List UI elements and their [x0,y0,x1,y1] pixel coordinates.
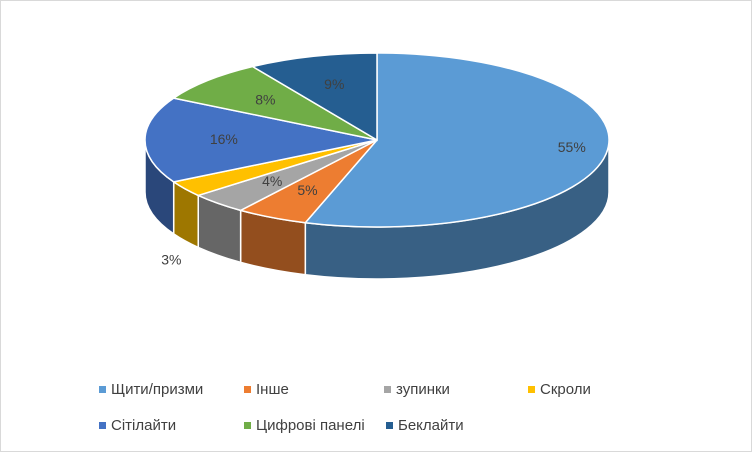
legend-swatch [386,422,393,429]
legend-swatch [384,386,391,393]
legend-item: Інше [244,381,289,398]
slice-7 [250,52,378,142]
legend: Щити/призми Інше зупинки Скроли Сітілайти Циф… [99,381,591,434]
legend-swatch [244,422,251,429]
slice-1 [303,52,610,228]
legend-swatch [244,386,251,393]
data-label: 8% [255,92,275,108]
legend-item: Цифрові панелі [244,417,365,434]
legend-swatch [528,386,535,393]
legend-label: зупинки [396,381,450,398]
legend-item: Скроли [528,381,591,398]
legend-item: Сітілайти [99,417,176,434]
legend-item: зупинки [384,381,450,398]
data-labels: 55% 5% 4% 3% 16% 8% 9% [161,76,586,268]
slice-6 [171,65,378,141]
legend-swatch [99,386,106,393]
data-label: 3% [161,251,181,267]
legend-label: Сітілайти [111,417,176,434]
legend-label: Беклайти [398,417,464,434]
data-label: 55% [558,139,586,155]
legend-label: Щити/призми [111,381,203,398]
legend-swatch [99,422,106,429]
legend-label: Скроли [540,381,591,398]
legend-item: Щити/призми [99,381,203,398]
legend-label: Інше [256,381,289,398]
legend-label: Цифрові панелі [256,417,365,434]
data-label: 16% [210,131,238,147]
legend-item: Беклайти [386,417,464,434]
slice-5 [144,97,378,183]
data-label: 4% [262,173,282,189]
pie-tops [144,52,610,228]
data-label: 9% [324,76,344,92]
data-label: 5% [297,182,317,198]
